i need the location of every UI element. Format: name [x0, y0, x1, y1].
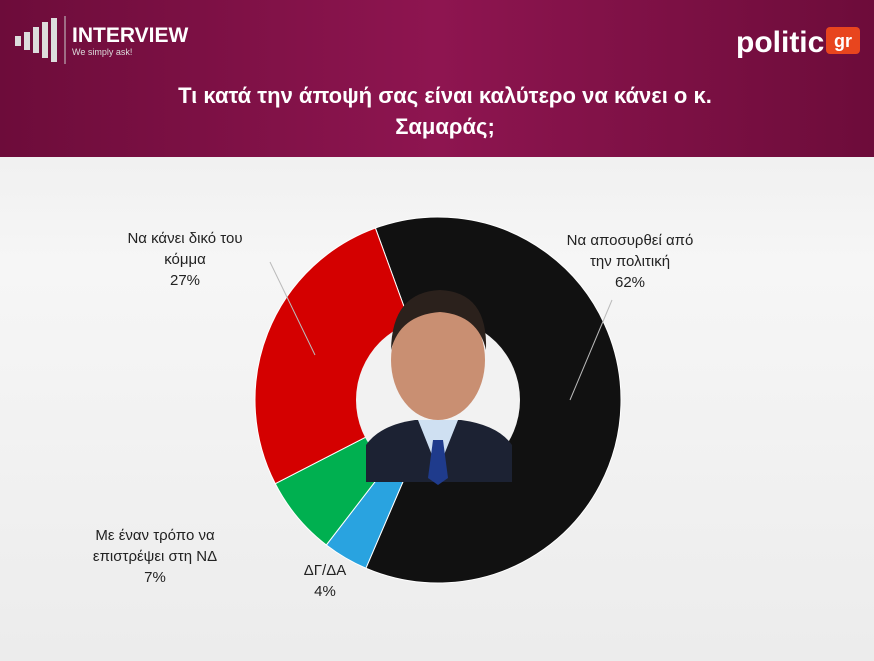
slice-label: Με έναν τρόπο να επιστρέψει στη ΝΔ 7%	[80, 525, 230, 588]
chart-title: Τι κατά την άποψή σας είναι καλύτερο να …	[178, 83, 712, 139]
value-label: 62%	[614, 274, 646, 291]
tagline: We simply ask!	[72, 47, 132, 57]
site-suffix: gr	[834, 31, 852, 51]
photo	[356, 290, 520, 485]
header: INTERVIEW We simply ask! politic gr Τι κ…	[0, 0, 874, 157]
category-label: Με έναν τρόπο να επιστρέψει στη ΝΔ	[92, 527, 218, 565]
slice-label: Να κάνει δικό του κόμμα 27%	[110, 228, 260, 291]
logo-bars	[15, 18, 57, 62]
slice-label: Να αποσυρθεί από την πολιτική 62%	[555, 230, 705, 293]
value-label: 27%	[169, 272, 201, 289]
category-label: Να κάνει δικό του κόμμα	[127, 230, 243, 268]
brand: INTERVIEW	[72, 24, 188, 47]
value-label: 7%	[144, 569, 166, 586]
site-name: politic	[736, 26, 824, 59]
slice-label: ΔΓ/ΔΑ 4%	[280, 560, 370, 602]
leader-line	[569, 299, 613, 401]
value-label: 4%	[314, 583, 336, 600]
leader-line	[269, 261, 316, 356]
category-label: ΔΓ/ΔΑ	[303, 562, 347, 579]
header-graphics: INTERVIEW We simply ask! politic gr	[15, 16, 860, 64]
category-label: Να αποσυρθεί από την πολιτική	[566, 232, 694, 270]
